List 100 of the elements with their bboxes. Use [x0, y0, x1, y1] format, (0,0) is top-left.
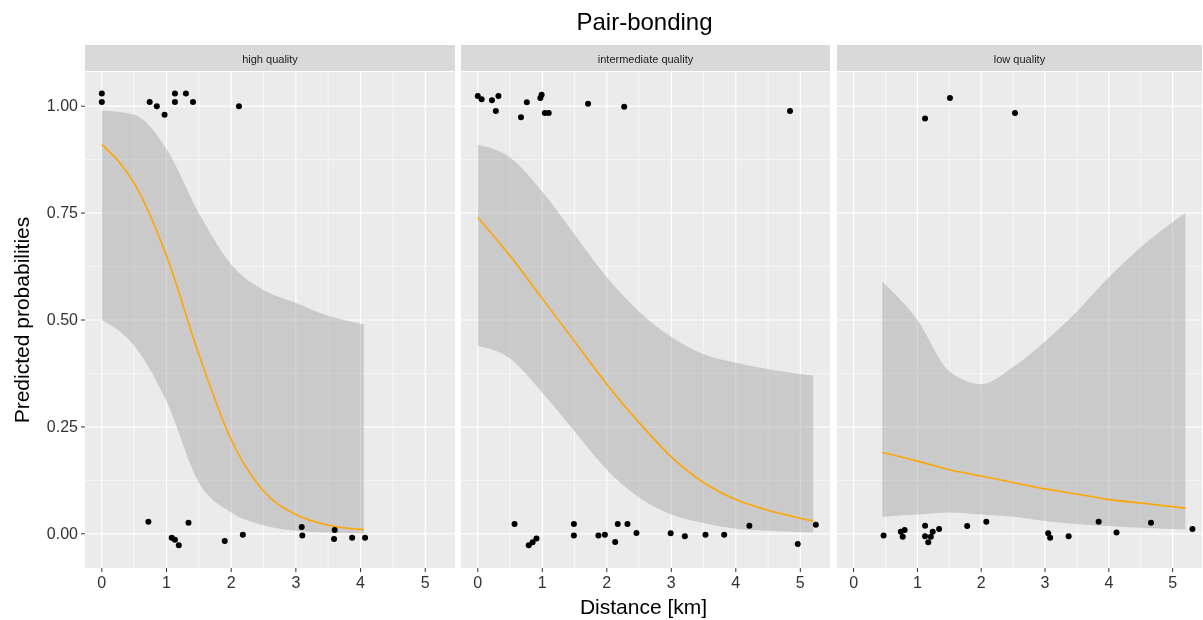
point — [474, 92, 481, 99]
point — [1047, 534, 1054, 541]
point — [624, 520, 631, 527]
point — [185, 519, 192, 526]
x-tick-label: 1 — [912, 574, 922, 591]
y-tick-label: 0.00 — [46, 524, 79, 542]
point — [1012, 110, 1019, 117]
point — [702, 531, 709, 538]
point — [523, 99, 530, 106]
point — [529, 539, 536, 546]
x-tick-label: 3 — [666, 574, 676, 591]
point — [1065, 533, 1072, 540]
point — [1095, 518, 1102, 525]
point — [298, 523, 305, 530]
point — [721, 531, 728, 538]
x-tick-label: 4 — [731, 574, 741, 591]
point — [1147, 519, 1154, 526]
point — [880, 532, 887, 539]
point — [331, 526, 338, 533]
y-axis-title: Predicted probabilities — [10, 216, 33, 424]
point — [175, 542, 182, 549]
point — [235, 103, 242, 110]
point — [681, 533, 688, 540]
point — [1189, 526, 1196, 533]
chart-title: Pair-bonding — [576, 8, 713, 35]
x-tick-label: 5 — [1168, 574, 1178, 591]
point — [1045, 530, 1052, 537]
point — [98, 90, 105, 97]
point — [545, 110, 552, 117]
point — [492, 107, 499, 114]
point — [922, 533, 929, 540]
x-tick-label: 1 — [162, 574, 172, 591]
point — [533, 535, 540, 542]
point — [585, 100, 592, 107]
x-axis-title: Distance [km] — [579, 595, 708, 618]
point — [667, 530, 674, 537]
point — [612, 538, 619, 545]
point — [98, 98, 105, 105]
point — [190, 98, 197, 105]
point — [161, 111, 168, 118]
x-tick-label: 0 — [97, 574, 107, 591]
chart-subtitle: low quality — [993, 52, 1046, 65]
point — [794, 541, 801, 548]
x-tick-label: 0 — [473, 574, 483, 591]
x-tick-label: 5 — [420, 574, 430, 591]
point — [633, 529, 640, 536]
point — [349, 534, 356, 541]
point — [1113, 529, 1120, 536]
point — [614, 520, 621, 527]
point — [621, 103, 628, 110]
point — [787, 107, 793, 114]
point — [146, 98, 153, 105]
point — [182, 90, 189, 97]
point — [927, 533, 934, 540]
x-tick-label: 0 — [849, 574, 859, 591]
point — [746, 522, 753, 529]
chart-subtitle: high quality — [242, 52, 299, 65]
point — [922, 522, 929, 529]
point — [901, 526, 908, 533]
point — [601, 531, 608, 538]
point — [922, 115, 929, 122]
point — [570, 520, 577, 527]
point — [511, 520, 518, 527]
y-tick-label: 0.25 — [46, 417, 79, 435]
x-tick-label: 5 — [795, 574, 805, 591]
point — [145, 518, 152, 525]
point — [362, 534, 369, 541]
point — [964, 523, 971, 530]
x-tick-label: 2 — [226, 574, 236, 591]
y-tick-label: 0.75 — [46, 204, 79, 222]
point — [331, 535, 338, 542]
point — [899, 533, 906, 540]
point — [983, 518, 990, 525]
x-tick-label: 4 — [356, 574, 366, 591]
point — [946, 95, 953, 102]
point — [299, 532, 306, 539]
point — [171, 90, 178, 97]
x-tick-label: 2 — [602, 574, 612, 591]
point — [518, 114, 524, 121]
x-tick-label: 2 — [976, 574, 986, 591]
point — [171, 98, 178, 105]
y-tick-label: 1.00 — [46, 97, 79, 115]
x-tick-label: 3 — [1040, 574, 1050, 591]
point — [812, 521, 819, 528]
point — [936, 526, 943, 533]
x-tick-label: 3 — [291, 574, 301, 591]
chart-subtitle: intermediate quality — [597, 52, 694, 65]
x-tick-label: 4 — [1104, 574, 1114, 591]
point — [221, 538, 228, 545]
point — [595, 532, 602, 539]
point — [537, 95, 544, 102]
y-tick-label: 0.50 — [46, 311, 79, 328]
point — [929, 528, 936, 535]
point — [925, 539, 932, 546]
point — [570, 532, 577, 539]
point — [478, 96, 485, 103]
point — [488, 97, 495, 104]
point — [495, 92, 502, 99]
point — [239, 531, 246, 538]
x-tick-label: 1 — [537, 574, 547, 591]
